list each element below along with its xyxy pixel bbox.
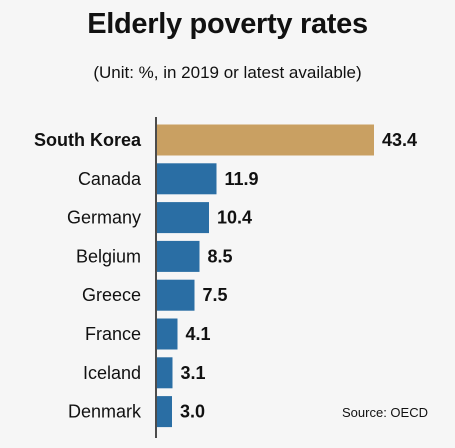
chart-subtitle: (Unit: %, in 2019 or latest available) (93, 63, 362, 82)
bar-canada (157, 163, 217, 195)
category-label: France (85, 324, 141, 344)
value-label: 7.5 (203, 285, 228, 305)
category-label: Canada (78, 169, 142, 189)
category-label: Greece (82, 285, 141, 305)
value-label: 10.4 (217, 208, 252, 228)
bar-greece (157, 279, 195, 311)
bar-south-korea (157, 124, 374, 156)
category-label: South Korea (34, 130, 142, 150)
category-label: Germany (67, 208, 141, 228)
value-label: 43.4 (382, 130, 417, 150)
bar-belgium (157, 240, 200, 272)
value-label: 11.9 (225, 169, 259, 189)
bar-denmark (157, 396, 172, 428)
value-label: 3.1 (181, 363, 206, 383)
bars-layer: South Korea 43.4 Canada 11.9 Germany 10.4 Belg… (34, 124, 417, 428)
bar-germany (157, 202, 209, 234)
source-note: Source: OECD (342, 405, 428, 420)
value-label: 8.5 (208, 246, 233, 266)
chart-title: Elderly poverty rates (87, 8, 368, 40)
value-label: 4.1 (186, 324, 211, 344)
value-label: 3.0 (180, 402, 205, 422)
category-label: Denmark (68, 402, 142, 422)
category-label: Iceland (83, 363, 141, 383)
category-label: Belgium (76, 246, 141, 266)
bar-france (157, 318, 178, 350)
bar-iceland (157, 357, 173, 389)
